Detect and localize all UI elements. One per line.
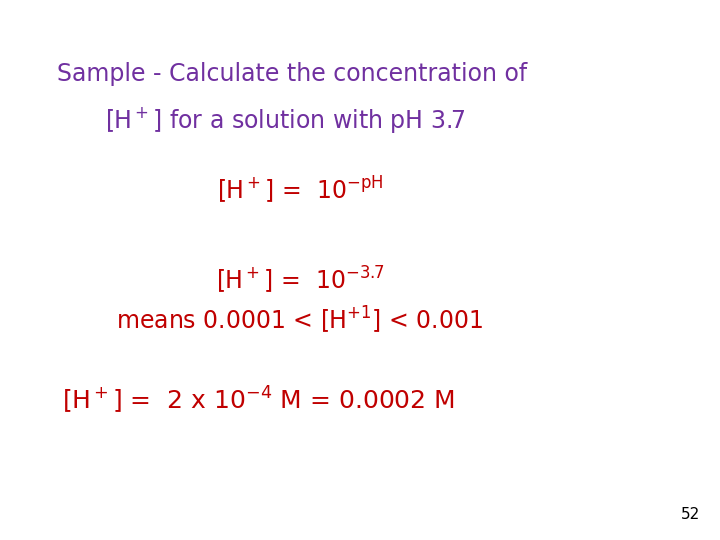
Text: [H$^+$] =  10$^{-\mathrm{pH}}$: [H$^+$] = 10$^{-\mathrm{pH}}$ — [217, 175, 383, 206]
Text: [H$^+$] =  2 x 10$^{-4}$ M = 0.0002 M: [H$^+$] = 2 x 10$^{-4}$ M = 0.0002 M — [62, 385, 455, 416]
Text: means 0.0001 < [H$^{+1}$] < 0.001: means 0.0001 < [H$^{+1}$] < 0.001 — [117, 305, 484, 336]
Text: [H$^+$] for a solution with pH 3.7: [H$^+$] for a solution with pH 3.7 — [105, 105, 466, 135]
Text: [H$^+$] =  10$^{-3.7}$: [H$^+$] = 10$^{-3.7}$ — [215, 265, 384, 296]
Text: Sample - Calculate the concentration of: Sample - Calculate the concentration of — [57, 62, 527, 86]
Text: 52: 52 — [680, 507, 700, 522]
